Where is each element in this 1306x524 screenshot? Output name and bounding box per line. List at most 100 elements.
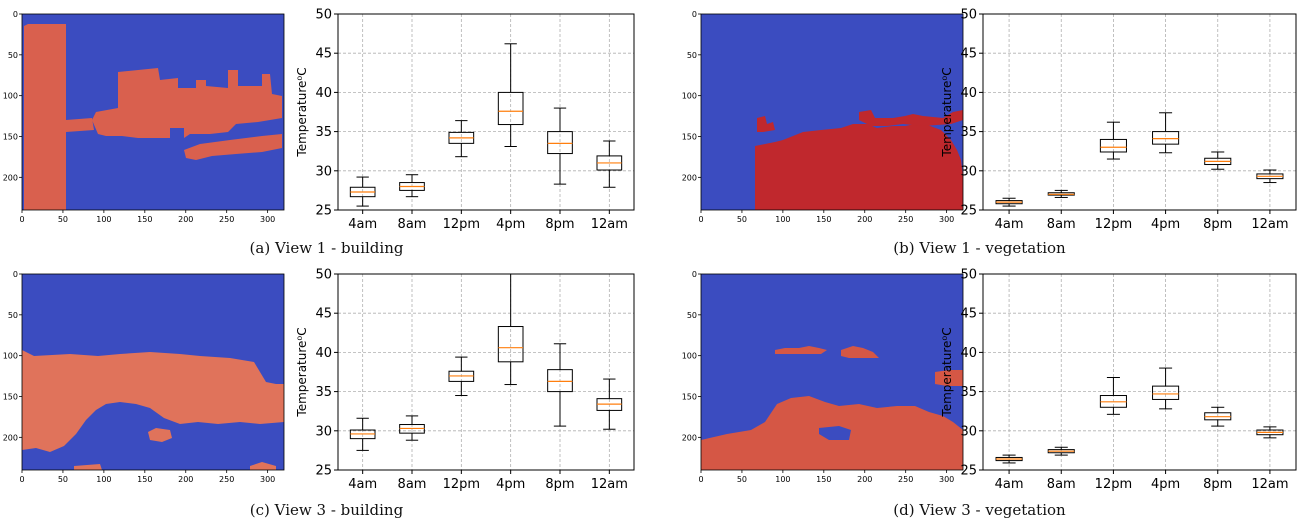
y-tick-label: 40 bbox=[315, 86, 332, 101]
box-4am bbox=[349, 176, 376, 207]
image-x-tick-label: 0 bbox=[19, 475, 24, 484]
segmented-region bbox=[22, 350, 284, 452]
box-iqr bbox=[547, 131, 573, 155]
image-y-tick-label: 200 bbox=[3, 173, 18, 182]
image-x-tick-label: 50 bbox=[737, 215, 747, 224]
image-x-tick-label: 150 bbox=[816, 475, 831, 484]
segmentation-image bbox=[700, 13, 964, 211]
image-y-tick-label: 100 bbox=[682, 352, 697, 361]
box-12pm bbox=[1099, 376, 1127, 415]
segmented-region bbox=[148, 428, 172, 442]
image-y-tick-label: 100 bbox=[3, 352, 18, 361]
x-tick-label: 8pm bbox=[1203, 217, 1232, 232]
box-4pm bbox=[1152, 367, 1180, 410]
segmented-region bbox=[841, 346, 879, 358]
box-12am bbox=[1256, 426, 1284, 439]
boxplot-b: 25 30 35 40 45 50 Temperature⁰C 4am 8am 12pm 4pm 8p… bbox=[940, 8, 1297, 232]
image-y-tick-label: 150 bbox=[682, 133, 697, 142]
y-tick-label: 30 bbox=[960, 424, 977, 439]
image-x-ticks: 0 50 100 150 200 250 300 bbox=[19, 210, 275, 224]
image-y-ticks: 0 50 100 150 200 bbox=[3, 270, 22, 442]
x-tick-label: 8pm bbox=[545, 477, 574, 492]
image-y-tick-label: 150 bbox=[3, 393, 18, 402]
image-x-tick-label: 200 bbox=[178, 475, 193, 484]
image-x-tick-label: 200 bbox=[857, 475, 872, 484]
image-x-tick-label: 200 bbox=[178, 215, 193, 224]
segmented-region bbox=[66, 118, 94, 132]
plot-frame bbox=[982, 273, 1297, 471]
x-tick-label: 12am bbox=[1251, 477, 1288, 492]
y-tick-label: 40 bbox=[315, 346, 332, 361]
image-y-tick-label: 50 bbox=[8, 51, 18, 60]
figure-b: 0 50 100 150 200 250 300 0 50 100 150 200 25 30 35 40… bbox=[682, 8, 1297, 232]
plot-frame bbox=[337, 13, 635, 211]
box-4pm bbox=[1152, 112, 1180, 154]
boxplot-d: 25 30 35 40 45 50 Temperature⁰C 4am 8am 12pm 4pm 8p… bbox=[940, 268, 1297, 492]
x-tick-label: 8am bbox=[398, 217, 427, 232]
y-tick-label: 30 bbox=[315, 424, 332, 439]
x-tick-label: 4pm bbox=[1151, 477, 1180, 492]
y-tick-label: 45 bbox=[315, 47, 332, 62]
x-tick-label: 4am bbox=[995, 477, 1024, 492]
y-tick-label: 35 bbox=[960, 385, 977, 400]
box-iqr bbox=[1152, 385, 1180, 400]
box-12am bbox=[596, 378, 623, 430]
x-tick-label: 4am bbox=[348, 217, 377, 232]
segmentation-image bbox=[21, 13, 285, 211]
image-frame bbox=[700, 273, 964, 471]
y-tick-label: 30 bbox=[315, 164, 332, 179]
image-x-tick-label: 250 bbox=[898, 215, 913, 224]
caption-d: (d) View 3 - vegetation bbox=[893, 501, 1066, 519]
panel-b: 0 50 100 150 200 250 300 0 50 100 150 200 25 30 35 40… bbox=[653, 0, 1306, 262]
image-x-tick-label: 250 bbox=[219, 215, 234, 224]
y-tick-label: 25 bbox=[960, 464, 977, 479]
image-x-tick-label: 100 bbox=[775, 475, 790, 484]
y-axis-label: Temperature⁰C bbox=[940, 67, 954, 157]
y-tick-label: 35 bbox=[960, 125, 977, 140]
caption-a: (a) View 1 - building bbox=[249, 239, 404, 257]
segmented-region bbox=[755, 124, 963, 210]
plot-frame bbox=[982, 13, 1297, 211]
segmented-region bbox=[74, 464, 102, 470]
segmented-region bbox=[775, 346, 827, 354]
image-x-ticks: 0 50 100 150 200 250 300 bbox=[698, 210, 954, 224]
image-x-tick-label: 150 bbox=[137, 215, 152, 224]
image-x-tick-label: 0 bbox=[698, 215, 703, 224]
box-8pm bbox=[1204, 151, 1232, 170]
image-y-tick-label: 0 bbox=[692, 10, 697, 19]
figure-a: 0 50 100 150 200 250 300 0 50 100 150 200 25 30 35 40… bbox=[3, 8, 635, 232]
image-x-tick-label: 300 bbox=[260, 215, 275, 224]
box-4am bbox=[349, 417, 376, 451]
x-tick-label: 4am bbox=[348, 477, 377, 492]
y-tick-label: 30 bbox=[960, 164, 977, 179]
blue-hole bbox=[819, 426, 851, 440]
y-axis-label: Temperature⁰C bbox=[295, 67, 309, 157]
image-y-tick-label: 200 bbox=[682, 173, 697, 182]
y-tick-label: 25 bbox=[960, 204, 977, 219]
image-x-tick-label: 100 bbox=[775, 215, 790, 224]
x-tick-label: 12pm bbox=[443, 217, 480, 232]
y-tick-label: 50 bbox=[960, 268, 977, 283]
x-tick-label: 4pm bbox=[1151, 217, 1180, 232]
plot-frame bbox=[337, 273, 635, 471]
image-x-tick-label: 300 bbox=[260, 475, 275, 484]
image-x-ticks: 0 50 100 150 200 250 300 bbox=[698, 470, 954, 484]
image-y-tick-label: 200 bbox=[682, 433, 697, 442]
y-tick-label: 50 bbox=[315, 268, 332, 283]
box-8pm bbox=[547, 343, 573, 427]
image-x-tick-label: 50 bbox=[737, 475, 747, 484]
segmented-region bbox=[250, 462, 276, 470]
y-tick-label: 45 bbox=[315, 307, 332, 322]
y-tick-label: 50 bbox=[960, 8, 977, 23]
image-x-tick-label: 250 bbox=[898, 475, 913, 484]
box-iqr bbox=[1099, 138, 1127, 153]
y-axis-label: Temperature⁰C bbox=[295, 327, 309, 417]
y-tick-label: 50 bbox=[315, 8, 332, 23]
image-x-tick-label: 100 bbox=[96, 475, 111, 484]
image-x-tick-label: 100 bbox=[96, 215, 111, 224]
box-12pm bbox=[1099, 121, 1127, 160]
box-12pm bbox=[448, 120, 475, 158]
y-tick-label: 40 bbox=[960, 346, 977, 361]
image-y-tick-label: 0 bbox=[13, 10, 18, 19]
box-12am bbox=[596, 140, 623, 188]
